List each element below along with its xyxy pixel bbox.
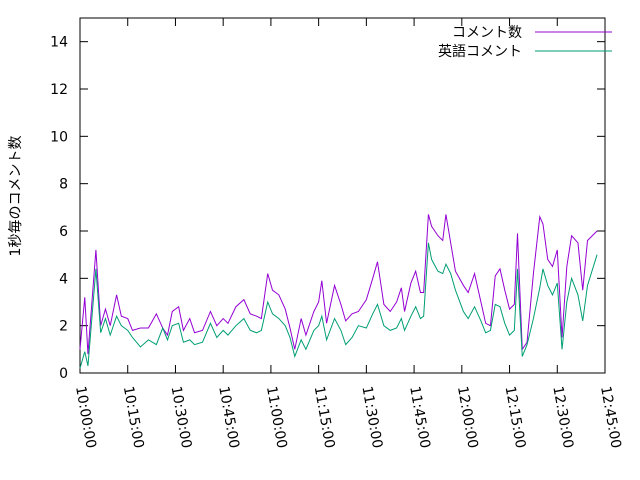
- x-tick-label: 12:45:00: [597, 385, 624, 450]
- y-tick-label: 12: [50, 82, 68, 98]
- x-tick-label: 10:15:00: [120, 385, 147, 450]
- x-tick-label: 10:30:00: [168, 385, 195, 450]
- series-line: [79, 214, 598, 355]
- y-tick-label: 0: [59, 366, 68, 382]
- y-tick-label: 6: [59, 224, 68, 240]
- y-tick-label: 10: [50, 129, 68, 145]
- x-tick-label: 11:45:00: [406, 385, 433, 450]
- x-tick-label: 12:00:00: [454, 385, 481, 450]
- y-axis-label: 1秒毎のコメント数: [8, 136, 24, 257]
- plot-frame: [79, 17, 606, 374]
- y-tick-label: 4: [59, 271, 68, 287]
- x-tick-label: 11:30:00: [358, 385, 385, 450]
- legend-label: 英語コメント: [438, 43, 522, 60]
- y-tick-label: 14: [50, 35, 68, 51]
- x-tick-label: 11:00:00: [263, 385, 290, 450]
- y-tick-label: 8: [59, 177, 68, 193]
- x-tick-label: 12:30:00: [549, 385, 576, 450]
- legend-label: コメント数: [452, 25, 522, 41]
- y-tick-label: 2: [59, 319, 68, 335]
- x-tick-label: 10:45:00: [215, 385, 242, 450]
- x-tick-label: 11:15:00: [311, 385, 338, 450]
- x-tick-label: 12:15:00: [502, 385, 529, 450]
- x-tick-label: 10:00:00: [72, 385, 99, 450]
- series-line: [79, 242, 598, 369]
